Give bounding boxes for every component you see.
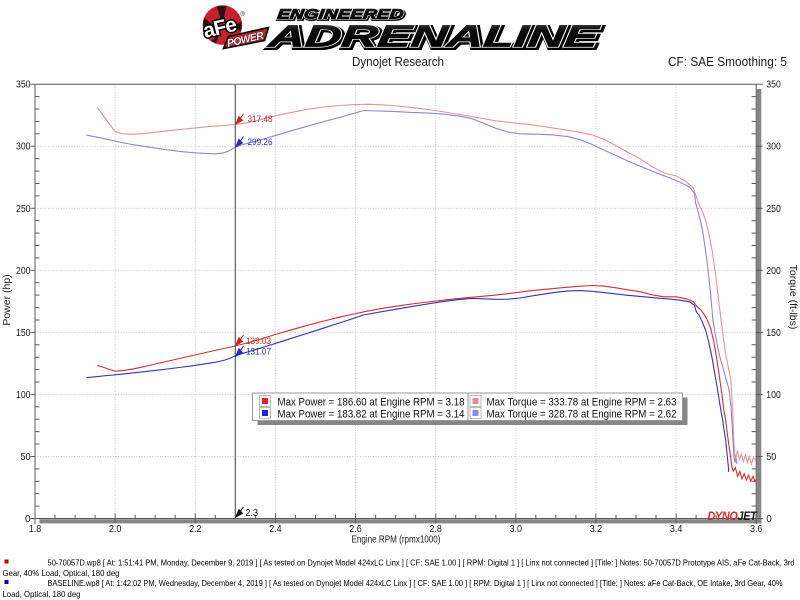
svg-text:3.4: 3.4 [670, 524, 683, 535]
svg-text:aFe: aFe [201, 13, 239, 43]
svg-text:200: 200 [766, 266, 781, 277]
svg-text:Power (hp): Power (hp) [1, 274, 13, 325]
svg-text:ENGINEERED: ENGINEERED [278, 7, 406, 22]
svg-text:ADRENALINE: ADRENALINE [267, 21, 604, 55]
svg-text:ENGINEERED: ENGINEERED [277, 7, 405, 22]
svg-text:50: 50 [766, 452, 776, 463]
svg-text:2.4: 2.4 [269, 524, 282, 535]
svg-text:50: 50 [21, 452, 31, 463]
svg-text:ADRENALINE: ADRENALINE [266, 20, 603, 54]
svg-text:Gear, 40% Load, Optical, 180 d: Gear, 40% Load, Optical, 180 deg [3, 568, 120, 578]
svg-text:®: ® [241, 11, 246, 18]
svg-text:BASELINE.wp8 [ At: 1:42:02 PM,: BASELINE.wp8 [ At: 1:42:02 PM, Wednesday… [48, 578, 783, 588]
svg-text:50-70057D.wp8 [ At: 1:51:41 PM: 50-70057D.wp8 [ At: 1:51:41 PM, Monday, … [48, 557, 795, 567]
svg-text:139.03: 139.03 [246, 336, 271, 347]
svg-text:0: 0 [766, 514, 772, 525]
svg-text:2.0: 2.0 [109, 524, 122, 535]
svg-text:Max Power = 186.60 at Engine R: Max Power = 186.60 at Engine RPM = 3.18 [278, 396, 465, 408]
svg-text:Max Power = 183.82 at Engine R: Max Power = 183.82 at Engine RPM = 3.14 [278, 408, 465, 420]
svg-text:1.8: 1.8 [29, 524, 42, 535]
svg-text:3.0: 3.0 [510, 524, 523, 535]
svg-text:Dynojet Research: Dynojet Research [352, 55, 444, 69]
svg-text:Load, Optical, 180 deg: Load, Optical, 180 deg [3, 589, 81, 599]
svg-text:150: 150 [16, 328, 31, 339]
svg-text:Torque (ft-lbs): Torque (ft-lbs) [787, 265, 799, 330]
svg-text:299.26: 299.26 [248, 137, 273, 148]
svg-text:CF: SAE Smoothing: 5: CF: SAE Smoothing: 5 [668, 55, 787, 69]
svg-text:100: 100 [16, 390, 31, 401]
svg-text:2.2: 2.2 [189, 524, 202, 535]
svg-text:350: 350 [766, 80, 781, 91]
svg-text:200: 200 [16, 266, 31, 277]
svg-text:2.6: 2.6 [349, 524, 362, 535]
svg-text:250: 250 [766, 204, 781, 215]
svg-text:2.8: 2.8 [430, 524, 443, 535]
svg-text:ENGINEERED: ENGINEERED [277, 7, 405, 22]
svg-text:300: 300 [766, 142, 781, 153]
svg-text:ADRENALINE: ADRENALINE [266, 20, 603, 54]
svg-text:100: 100 [766, 390, 781, 401]
svg-text:Max Torque = 333.78 at Engine: Max Torque = 333.78 at Engine RPM = 2.63 [487, 396, 677, 408]
svg-text:Max Torque = 328.78 at Engine: Max Torque = 328.78 at Engine RPM = 2.62 [487, 408, 677, 420]
svg-text:300: 300 [16, 142, 31, 153]
svg-text:131.07: 131.07 [246, 347, 271, 358]
svg-text:3.6: 3.6 [750, 524, 763, 535]
svg-text:3.2: 3.2 [590, 524, 603, 535]
svg-text:317.48: 317.48 [248, 114, 273, 125]
svg-text:0: 0 [25, 514, 31, 525]
svg-text:Engine RPM (rpmx1000): Engine RPM (rpmx1000) [352, 534, 441, 546]
svg-text:DYNOJET: DYNOJET [708, 511, 758, 523]
svg-text:2.3: 2.3 [246, 508, 259, 519]
svg-text:250: 250 [16, 204, 31, 215]
svg-text:150: 150 [766, 328, 781, 339]
svg-text:350: 350 [16, 80, 31, 91]
